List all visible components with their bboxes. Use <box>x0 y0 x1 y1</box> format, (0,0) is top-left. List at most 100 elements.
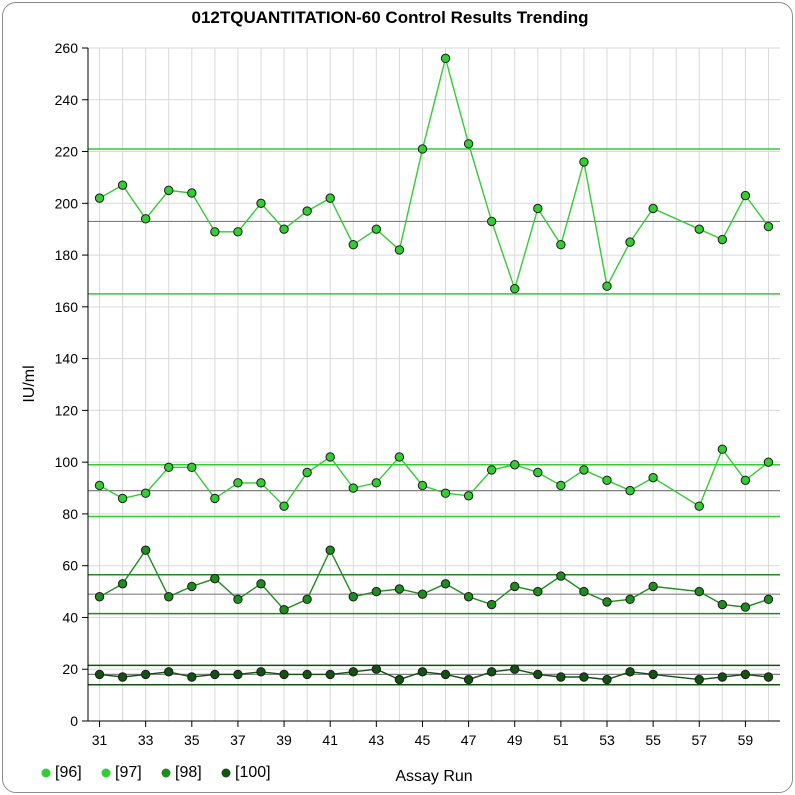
data-point <box>625 667 635 677</box>
data-point <box>533 467 543 478</box>
data-point <box>717 444 728 454</box>
data-point <box>210 493 220 504</box>
data-point <box>371 586 382 597</box>
data-point <box>740 669 751 680</box>
data-point <box>117 493 128 504</box>
data-point <box>302 594 312 605</box>
x-tick-label: 39 <box>276 732 292 748</box>
y-tick-label: 140 <box>55 351 79 367</box>
data-point <box>602 281 612 291</box>
data-point <box>440 53 451 64</box>
data-point <box>602 597 612 607</box>
x-tick-label: 47 <box>461 732 477 748</box>
data-point <box>187 188 197 198</box>
data-point <box>463 674 474 685</box>
data-point <box>440 579 451 589</box>
x-tick-label: 51 <box>553 732 569 748</box>
data-point <box>740 190 751 201</box>
legend-label: [98] <box>175 764 202 781</box>
data-point <box>394 245 405 255</box>
data-point <box>140 545 151 555</box>
data-point <box>440 669 451 680</box>
data-point <box>510 460 520 470</box>
data-point <box>417 667 428 677</box>
data-point <box>763 221 774 232</box>
x-tick-label: 43 <box>369 732 385 748</box>
y-axis-label: IU/ml <box>21 365 38 402</box>
data-point <box>233 227 243 237</box>
data-point <box>579 157 589 167</box>
data-point <box>648 581 658 592</box>
data-point <box>279 224 289 234</box>
data-point <box>348 592 358 602</box>
data-point <box>510 581 520 592</box>
series-line <box>99 55 770 292</box>
y-tick-label: 180 <box>55 247 79 263</box>
legend: [96] [97] [98] [100] <box>41 764 271 781</box>
data-point <box>256 478 266 488</box>
y-tick-label: 60 <box>62 558 78 574</box>
data-point <box>694 224 704 234</box>
series-line <box>99 447 769 508</box>
x-tick-label: 49 <box>507 732 523 748</box>
x-tick-label: 55 <box>645 732 661 748</box>
data-point <box>302 467 312 478</box>
legend-marker <box>41 768 51 778</box>
data-point <box>579 586 589 597</box>
data-point <box>533 669 543 680</box>
x-tick-label: 57 <box>691 732 707 748</box>
data-point <box>556 672 566 682</box>
x-tick-label: 53 <box>599 732 615 748</box>
data-point <box>486 667 497 677</box>
data-point <box>187 581 197 592</box>
data-point <box>233 478 243 488</box>
data-point <box>694 586 704 597</box>
data-point <box>417 480 428 491</box>
data-point <box>394 452 405 462</box>
data-point <box>740 602 751 612</box>
data-point <box>510 284 520 294</box>
y-tick-label: 260 <box>55 40 79 56</box>
data-point <box>648 203 658 214</box>
data-point <box>164 667 174 677</box>
y-tick-label: 80 <box>62 506 78 522</box>
data-point <box>325 545 335 555</box>
data-point <box>94 480 105 491</box>
y-tick-label: 120 <box>55 402 79 418</box>
legend-label: [96] <box>55 764 82 781</box>
data-point <box>325 669 335 680</box>
data-point <box>117 579 128 589</box>
data-point <box>486 599 497 610</box>
x-tick-label: 45 <box>415 732 431 748</box>
data-point <box>94 669 105 680</box>
data-point <box>717 672 728 682</box>
grid <box>88 47 780 722</box>
y-tick-label: 240 <box>55 92 79 108</box>
data-point <box>763 672 774 682</box>
data-point <box>394 674 405 685</box>
data-point <box>417 589 428 599</box>
data-point <box>740 475 751 485</box>
data-point <box>140 488 151 498</box>
data-point <box>694 501 704 511</box>
data-point <box>763 594 774 605</box>
data-point <box>371 478 382 488</box>
data-point <box>256 667 266 677</box>
y-tick-label: 0 <box>70 713 78 729</box>
chart-title: 012TQUANTITATION-60 Control Results Tren… <box>191 8 588 27</box>
data-point <box>763 457 774 467</box>
data-point <box>533 586 543 597</box>
data-point <box>394 584 405 594</box>
y-tick-label: 40 <box>62 609 78 625</box>
y-tick-label: 200 <box>55 195 79 211</box>
legend-marker <box>221 768 231 778</box>
y-tick-label: 220 <box>55 144 79 160</box>
data-point <box>648 669 658 680</box>
data-point <box>602 475 612 485</box>
data-point <box>187 672 197 682</box>
data-point <box>233 669 243 680</box>
data-point <box>94 592 105 602</box>
data-point <box>717 599 728 610</box>
x-tick-label: 33 <box>138 732 154 748</box>
